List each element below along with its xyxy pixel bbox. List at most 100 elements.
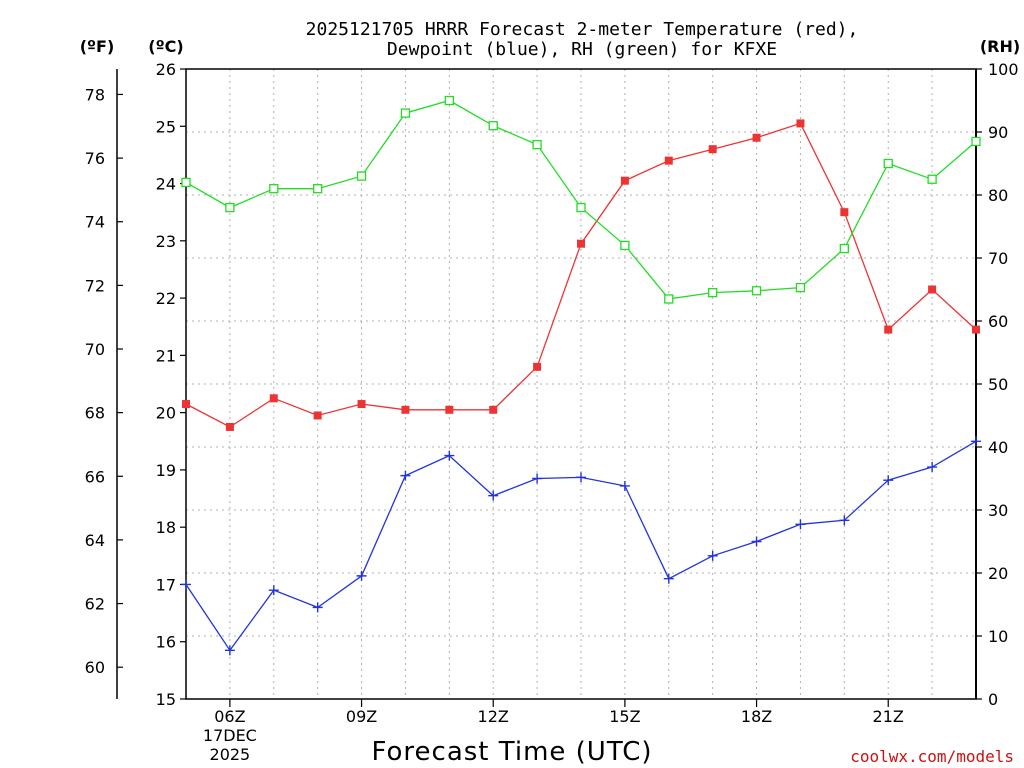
rh-tick-label: 30 bbox=[988, 501, 1008, 520]
celsius-tick-label: 19 bbox=[156, 461, 176, 480]
rh-point bbox=[971, 136, 981, 147]
rh-tick-label: 90 bbox=[988, 123, 1008, 142]
dewpoint-point bbox=[751, 536, 762, 547]
temperature-point bbox=[401, 405, 410, 414]
dewpoint-point bbox=[619, 480, 630, 491]
fahrenheit-tick-label: 70 bbox=[85, 340, 105, 359]
dewpoint-point bbox=[268, 585, 279, 596]
celsius-tick-label: 23 bbox=[156, 232, 176, 251]
rh-point bbox=[269, 184, 279, 194]
dewpoint-point bbox=[576, 472, 586, 483]
fahrenheit-tick-label: 74 bbox=[85, 213, 105, 232]
temperature-point bbox=[884, 325, 893, 334]
x-tick-label: 12Z bbox=[478, 707, 509, 726]
celsius-tick-label: 17 bbox=[156, 575, 176, 594]
celsius-tick-label: 18 bbox=[156, 518, 176, 537]
rh-tick-label: 10 bbox=[988, 627, 1008, 646]
rh-point bbox=[225, 202, 235, 213]
rh-point bbox=[181, 177, 191, 188]
dewpoint-point bbox=[663, 573, 674, 584]
rh-point bbox=[620, 240, 630, 251]
rh-point bbox=[708, 287, 718, 298]
x-tick-label: 18Z bbox=[741, 707, 772, 726]
temperature-point bbox=[840, 208, 849, 217]
dewpoint-point bbox=[839, 515, 850, 526]
temperature-point bbox=[225, 422, 234, 431]
temperature-point bbox=[928, 285, 937, 294]
fahrenheit-tick-label: 78 bbox=[85, 85, 105, 104]
dewpoint-point bbox=[181, 579, 191, 590]
rh-point bbox=[883, 158, 893, 169]
temperature-point bbox=[269, 394, 278, 403]
chart-title-line2: Dewpoint (blue), RH (green) for KFXE bbox=[387, 39, 777, 60]
dewpoint-point bbox=[707, 550, 718, 561]
temperature-point bbox=[313, 411, 322, 420]
chart-title-line1: 2025121705 HRRR Forecast 2-meter Tempera… bbox=[306, 19, 859, 40]
rh-point bbox=[313, 184, 323, 194]
temperature-point bbox=[357, 400, 366, 409]
x-axis-label: Forecast Time (UTC) bbox=[371, 737, 652, 767]
x-tick-year-label: 2025 bbox=[210, 745, 251, 764]
celsius-tick-label: 20 bbox=[156, 404, 176, 423]
temperature-point bbox=[620, 176, 629, 185]
dewpoint-point bbox=[927, 462, 938, 473]
x-tick-label: 09Z bbox=[346, 707, 377, 726]
rh-tick-label: 80 bbox=[988, 186, 1008, 205]
rh-tick-label: 60 bbox=[988, 312, 1008, 331]
rh-point bbox=[444, 95, 454, 106]
rh-tick-label: 40 bbox=[988, 438, 1008, 457]
temperature-point bbox=[972, 325, 980, 334]
fahrenheit-tick-label: 60 bbox=[85, 658, 105, 677]
temperature-point bbox=[489, 405, 498, 414]
rh-point bbox=[400, 108, 411, 118]
dewpoint-point bbox=[400, 470, 411, 481]
celsius-tick-label: 24 bbox=[156, 175, 176, 194]
rh-point bbox=[488, 121, 498, 131]
rh-point bbox=[576, 202, 586, 213]
dewpoint-point bbox=[795, 519, 806, 530]
x-tick-date-label: 17DEC bbox=[203, 726, 257, 745]
unit-label-celsius: (ºC) bbox=[148, 37, 183, 56]
celsius-tick-label: 25 bbox=[156, 117, 176, 136]
rh-tick-label: 20 bbox=[988, 564, 1008, 583]
dewpoint-point bbox=[532, 473, 543, 484]
temperature-point bbox=[445, 405, 454, 414]
series-layer bbox=[181, 95, 981, 656]
grid-layer bbox=[186, 69, 976, 699]
unit-label-fahrenheit: (ºF) bbox=[80, 37, 115, 56]
rh-point bbox=[532, 139, 542, 150]
fahrenheit-tick-label: 68 bbox=[85, 404, 105, 423]
fahrenheit-tick-label: 64 bbox=[85, 531, 105, 550]
x-tick-label: 06Z bbox=[214, 707, 245, 726]
temperature-point bbox=[708, 145, 717, 154]
celsius-tick-label: 15 bbox=[156, 690, 176, 709]
rh-tick-label: 100 bbox=[988, 60, 1019, 79]
temperature-point bbox=[752, 133, 761, 142]
celsius-tick-label: 21 bbox=[156, 346, 176, 365]
x-tick-label: 21Z bbox=[873, 707, 904, 726]
fahrenheit-tick-label: 76 bbox=[85, 149, 105, 168]
temperature-point bbox=[182, 400, 190, 409]
dewpoint-point bbox=[488, 490, 499, 501]
rh-tick-label: 0 bbox=[988, 690, 998, 709]
dewpoint-point bbox=[356, 570, 367, 581]
dewpoint-point bbox=[971, 436, 981, 447]
temperature-point bbox=[577, 239, 585, 248]
celsius-tick-label: 22 bbox=[156, 289, 176, 308]
fahrenheit-tick-label: 72 bbox=[85, 276, 105, 295]
text-layer: 2025121705 HRRR Forecast 2-meter Tempera… bbox=[80, 19, 1020, 767]
rh-point bbox=[751, 286, 762, 296]
rh-point bbox=[927, 174, 937, 184]
dewpoint-point bbox=[224, 645, 235, 656]
x-tick-label: 15Z bbox=[609, 707, 640, 726]
rh-point bbox=[664, 294, 674, 304]
dewpoint-point bbox=[444, 450, 455, 461]
temperature-point bbox=[533, 362, 542, 371]
rh-point bbox=[356, 171, 367, 181]
credit-label: coolwx.com/models bbox=[850, 747, 1014, 766]
axes-layer: 15 16 17 18 19 20 21 22 23 24 25 26 60 62 64 66 68 70 72 74… bbox=[85, 60, 1019, 764]
rh-tick-label: 70 bbox=[988, 249, 1008, 268]
rh-point bbox=[839, 243, 849, 254]
temperature-point bbox=[664, 156, 673, 165]
